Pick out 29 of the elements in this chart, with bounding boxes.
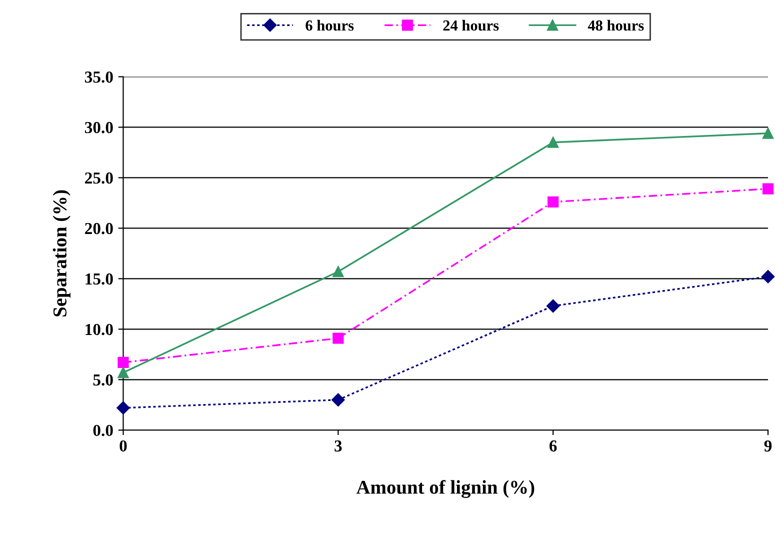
point <box>116 401 130 415</box>
x-tick-label: 9 <box>764 440 772 452</box>
y-tick-label: 15.0 <box>86 273 113 285</box>
y-tick-label: 10.0 <box>86 324 113 336</box>
point <box>332 332 344 344</box>
point <box>548 136 559 148</box>
point <box>761 270 775 284</box>
point <box>762 183 774 194</box>
y-tick-label: 30.0 <box>84 122 113 134</box>
y-tick-label: 25.0 <box>85 172 113 184</box>
x-axis-title: Amount of lignin (%) <box>356 480 534 498</box>
legend-label: 6 hours <box>306 20 354 31</box>
point <box>118 356 129 368</box>
point <box>332 266 344 278</box>
y-tick-label: 0.0 <box>93 424 113 436</box>
x-tick-label: 0 <box>120 440 127 452</box>
x-tick-label: 6 <box>549 440 557 452</box>
x-tick-label: 3 <box>334 440 342 452</box>
y-tick-label: 20.0 <box>85 222 113 234</box>
point <box>548 196 559 208</box>
y-axis-title: Separation (%) <box>52 190 70 316</box>
point <box>762 128 774 139</box>
point <box>546 299 560 313</box>
point <box>118 367 129 378</box>
y-tick-label: 35.0 <box>84 71 113 83</box>
legend-label: 24 hours <box>443 20 499 31</box>
legend-label: 48 hours <box>588 20 644 31</box>
y-tick-label: 5.0 <box>93 374 113 386</box>
point <box>332 393 345 406</box>
